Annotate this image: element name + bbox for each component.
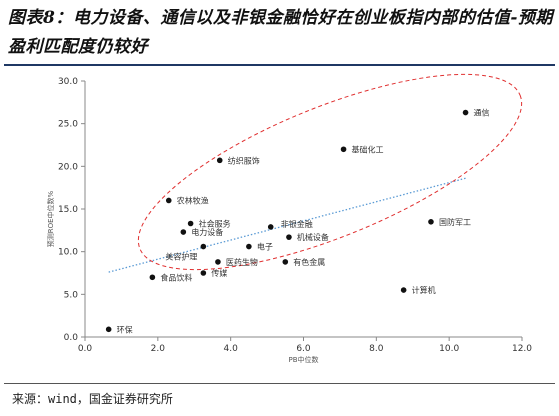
title-underline <box>4 64 555 66</box>
y-tick-label: 0.0 <box>64 333 79 343</box>
point-label: 有色金属 <box>293 257 325 267</box>
point-label: 美容护理 <box>165 252 197 262</box>
point-label: 环保 <box>117 324 133 334</box>
point-label: 医药生物 <box>226 257 258 267</box>
point-label: 机械设备 <box>297 232 329 242</box>
point-label: 传媒 <box>211 268 227 278</box>
x-axis-label: PB中位数 <box>288 355 318 364</box>
data-point <box>165 197 172 204</box>
x-tick-label: 0.0 <box>78 344 93 354</box>
point-label: 电力设备 <box>191 227 223 237</box>
data-point <box>400 287 407 293</box>
data-point <box>200 270 207 276</box>
data-point <box>200 243 207 250</box>
data-point <box>180 229 187 235</box>
x-tick-label: 6.0 <box>296 344 311 354</box>
source-note: 来源：wind，国金证券研究所 <box>12 392 173 406</box>
axes-group: 0.0 5.0 10.0 15.0 20.0 25.0 30.0 0.0 2.0 4.0 6.0 8.… <box>46 77 532 364</box>
x-tick-label: 2.0 <box>151 344 166 354</box>
source-divider <box>4 383 555 384</box>
x-tick-label: 10.0 <box>439 344 459 354</box>
data-point <box>105 326 112 333</box>
data-point <box>267 224 274 230</box>
data-point <box>428 219 434 225</box>
data-point <box>340 146 347 153</box>
point-label: 社会服务 <box>199 219 231 229</box>
point-label: 非银金融 <box>281 219 313 229</box>
y-tick-label: 20.0 <box>58 162 78 172</box>
chart-title: 图表8：电力设备、通信以及非银金融恰好在创业板指内部的估值-预期盈利匹配度仍较好 <box>8 8 553 57</box>
point-label: 食品饮料 <box>160 272 192 282</box>
data-point <box>215 259 221 265</box>
point-label: 基础化工 <box>352 144 384 154</box>
data-point <box>286 234 292 240</box>
data-point <box>216 157 223 164</box>
data-point <box>246 243 252 250</box>
point-label: 国防军工 <box>439 217 471 227</box>
point-label: 农林牧渔 <box>177 195 209 205</box>
point-label: 通信 <box>474 108 490 118</box>
x-tick-label: 8.0 <box>369 344 384 354</box>
point-label: 电子 <box>257 242 273 252</box>
y-tick-label: 15.0 <box>58 205 78 215</box>
highlight-ellipse <box>137 73 523 271</box>
point-label: 计算机 <box>412 285 436 295</box>
x-tick-label: 12.0 <box>512 344 532 354</box>
highlight-ellipse-group <box>137 73 523 271</box>
y-tick-label: 10.0 <box>58 248 78 258</box>
y-tick-label: 30.0 <box>58 77 78 87</box>
data-point <box>462 109 469 116</box>
data-point <box>187 220 194 227</box>
point-label: 纺织服饰 <box>228 155 260 165</box>
data-point <box>149 274 156 281</box>
y-tick-label: 5.0 <box>64 290 79 300</box>
y-axis-label: 预测ROE中位数% <box>46 190 55 247</box>
x-tick-label: 4.0 <box>224 344 239 354</box>
y-tick-label: 25.0 <box>58 120 78 130</box>
data-point <box>282 259 289 265</box>
